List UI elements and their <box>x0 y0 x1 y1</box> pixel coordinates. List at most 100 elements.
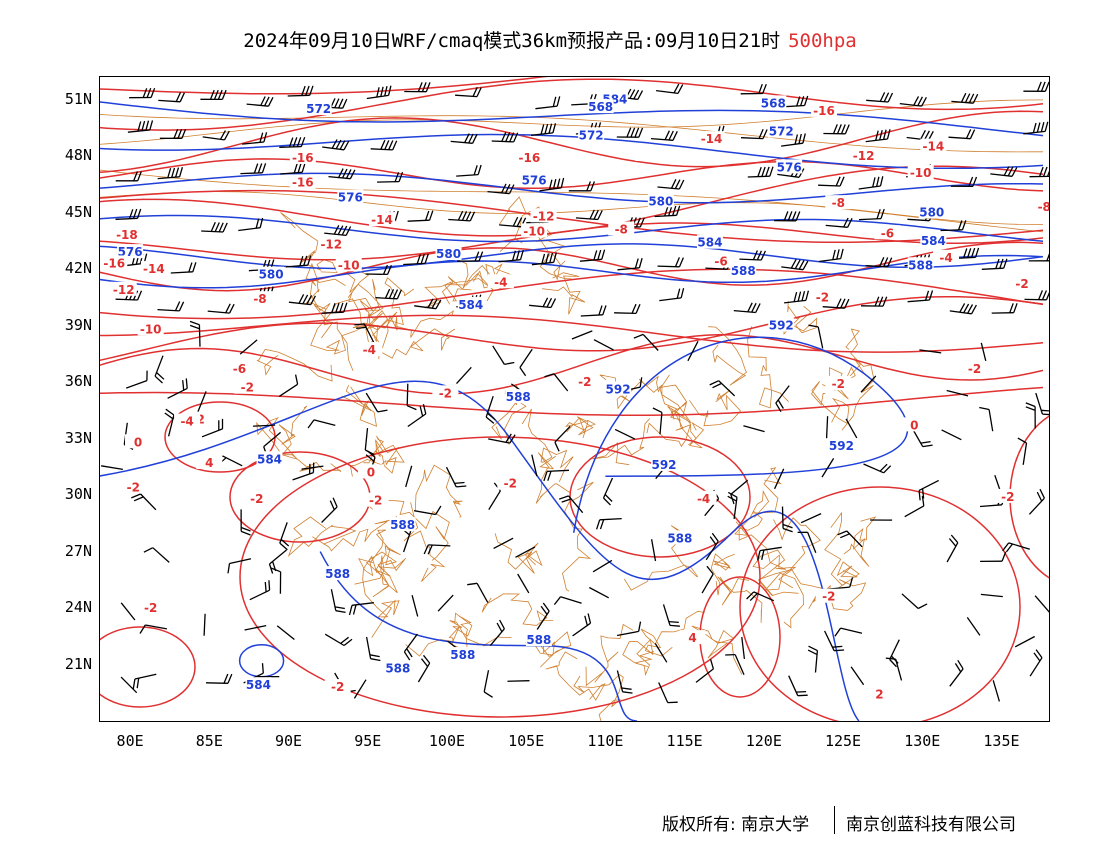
wind-barb-flag <box>478 251 484 262</box>
wind-barb <box>743 425 765 433</box>
wind-barb-flag <box>496 622 503 633</box>
wind-barb-flag <box>394 210 399 221</box>
temperature-label-bg <box>356 342 383 357</box>
wind-barb-flag <box>960 92 967 103</box>
wind-barb <box>642 333 659 351</box>
longitude-label: 105E <box>508 732 545 750</box>
wind-barb-flag <box>849 577 854 588</box>
wind-barb-flag <box>796 96 801 107</box>
wind-barb-flag <box>995 258 1000 269</box>
wind-barb-flag <box>302 294 309 305</box>
wind-barb-flag <box>435 299 442 310</box>
height-label: 584 <box>458 298 483 312</box>
temperature-label-bg <box>369 212 396 227</box>
wind-barb <box>253 424 276 427</box>
wind-barb-flag <box>1033 652 1041 662</box>
temperature-label-bg <box>318 236 345 251</box>
wind-barb-flag <box>299 256 304 266</box>
border-line <box>622 638 655 677</box>
height-label: 576 <box>522 174 547 188</box>
wind-barb <box>741 637 746 659</box>
temperature-label: -16 <box>103 256 125 270</box>
wind-barb-flag <box>959 303 966 313</box>
wind-barb-flag <box>639 377 643 388</box>
border-line <box>689 389 742 427</box>
wind-barb-flag <box>586 181 592 192</box>
wind-barb-flag <box>630 127 636 138</box>
wind-barb-flag <box>419 406 424 417</box>
wind-barb-flag <box>1005 543 1014 553</box>
temperature-label: -8 <box>253 292 266 306</box>
wind-barb-flag <box>872 177 876 188</box>
temperature-label-bg <box>1031 198 1049 213</box>
wind-barb-flag <box>396 289 402 300</box>
wind-barb <box>919 349 942 354</box>
wind-barb-flag <box>757 550 761 561</box>
temperature-label-bg <box>324 679 351 694</box>
temperature-label-bg <box>811 102 838 117</box>
wind-barb-flag <box>424 210 430 221</box>
wind-barb <box>895 659 903 681</box>
height-label: 588 <box>731 264 756 278</box>
wind-barb <box>901 593 919 609</box>
wind-barb-flag <box>142 88 148 98</box>
wind-barb-flag <box>798 133 802 144</box>
temperature-label-bg <box>698 131 725 146</box>
wind-barb-flag <box>376 87 380 98</box>
wind-barb-flag <box>303 255 308 266</box>
wind-barb-flag <box>263 132 268 143</box>
wind-barb-flag <box>633 89 640 100</box>
wind-barb-flag <box>516 217 523 227</box>
wind-barb-flag <box>561 498 572 503</box>
temperature-label: -2 <box>578 375 591 389</box>
border-line <box>623 525 699 591</box>
wind-barb-flag <box>509 132 515 143</box>
wind-barb-flag <box>333 225 340 235</box>
temperature-label-bg <box>933 249 960 264</box>
wind-barb <box>365 392 379 413</box>
wind-barb-flag <box>174 167 180 178</box>
wind-barb <box>774 468 785 490</box>
longitude-label: 125E <box>824 732 862 750</box>
wind-barb-flag <box>979 406 990 411</box>
wind-barb-flag <box>584 615 588 626</box>
wind-barb-flag <box>603 497 611 506</box>
wind-barb-flag <box>182 380 185 391</box>
wind-barb-flag <box>380 86 384 97</box>
wind-barb-flag <box>834 627 842 637</box>
wind-barb-flag <box>511 250 517 261</box>
wind-barb-flag <box>675 205 681 216</box>
wind-barb-flag <box>598 305 603 316</box>
wind-barb-flag <box>879 257 885 267</box>
temperature-label: -2 <box>822 590 835 604</box>
temperature-label: -14 <box>143 262 165 276</box>
wind-barb-flag <box>674 179 681 189</box>
wind-barb-flag <box>338 168 344 178</box>
wind-barb-flag <box>706 565 714 575</box>
wind-barb-flag <box>392 140 398 151</box>
wind-barb-flag <box>461 211 468 221</box>
wind-barb-flag <box>267 97 274 107</box>
wind-barb-flag <box>634 127 640 138</box>
height-label-bg <box>776 159 803 174</box>
border-line <box>747 326 789 409</box>
height-label-bg <box>389 517 416 532</box>
longitude-label: 115E <box>666 732 703 750</box>
wind-barb-flag <box>406 648 413 658</box>
wind-barb-flag <box>504 184 511 194</box>
temperature-label: 2 <box>875 688 883 702</box>
wind-barb-flag <box>133 171 139 182</box>
wind-barb-flag <box>343 302 348 313</box>
wind-barb-flag <box>457 210 464 221</box>
copyright-right: 南京创蓝科技有限公司 <box>846 815 1016 835</box>
wind-barb-flag <box>928 130 934 141</box>
wind-barb-flag <box>969 129 976 139</box>
temperature-label-bg <box>247 291 274 306</box>
border-line <box>481 593 554 626</box>
wind-barb <box>705 540 719 561</box>
border-line <box>545 651 606 701</box>
wind-barb-flag <box>214 222 220 232</box>
temperature-label: -16 <box>292 151 314 165</box>
wind-barb-flag <box>664 206 669 217</box>
